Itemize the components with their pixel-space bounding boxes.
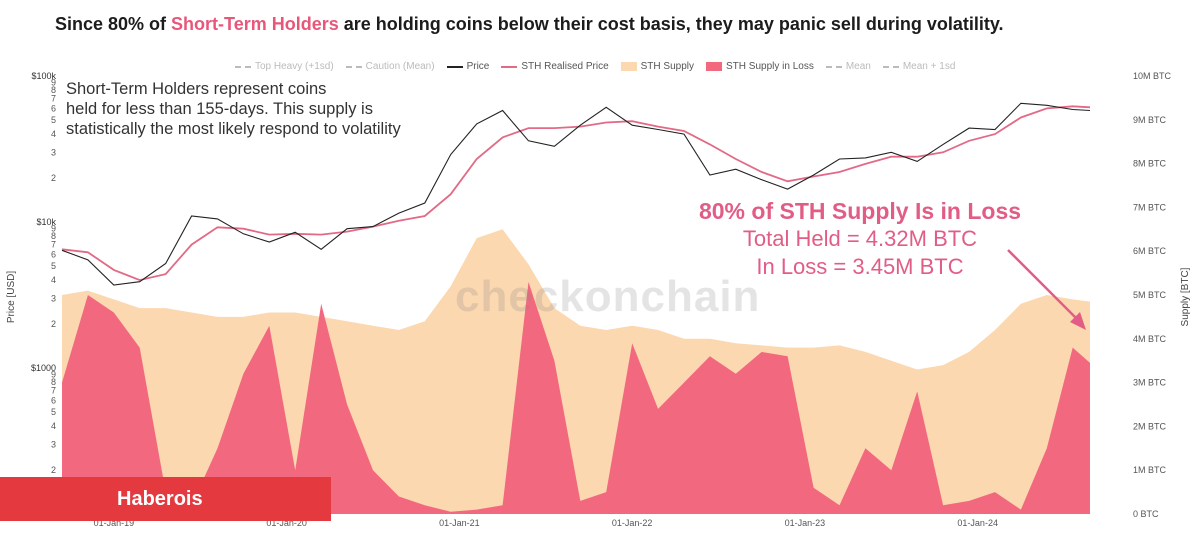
callout-in-loss: In Loss = 3.45M BTC bbox=[756, 254, 964, 279]
right-tick: 1M BTC bbox=[1133, 465, 1167, 475]
left-tick-minor: 3 bbox=[51, 439, 56, 449]
banner-label: Haberois bbox=[117, 487, 203, 510]
chart-legend: Top Heavy (+1sd) Caution (Mean) Price ST… bbox=[235, 61, 955, 72]
left-tick-minor: 9 bbox=[51, 370, 56, 380]
legend-swatch bbox=[345, 65, 362, 68]
right-tick: 7M BTC bbox=[1133, 202, 1167, 212]
annotation-note: Short-Term Holders represent coins held … bbox=[66, 79, 466, 139]
left-tick-minor: 7 bbox=[51, 386, 56, 396]
left-tick-major: $1000 bbox=[31, 363, 56, 373]
legend-item-price[interactable]: Price bbox=[446, 61, 489, 72]
x-tick: 01-Jan-20 bbox=[266, 518, 307, 528]
callout-arrow bbox=[1007, 249, 1086, 330]
right-tick: 8M BTC bbox=[1133, 159, 1167, 169]
x-axis-ticks: 01-Jan-19 01-Jan-20 01-Jan-21 01-Jan-22 01-J… bbox=[94, 518, 998, 528]
x-tick: 01-Jan-23 bbox=[785, 518, 826, 528]
left-tick-minor: 8 bbox=[51, 85, 56, 95]
price-lines bbox=[61, 102, 1091, 286]
right-tick: 0 BTC bbox=[1133, 509, 1159, 519]
callout-total-held: Total Held = 4.32M BTC bbox=[742, 226, 978, 251]
right-tick: 3M BTC bbox=[1133, 378, 1167, 388]
legend-swatch bbox=[235, 65, 251, 68]
watermark: checkonchain bbox=[455, 272, 761, 321]
left-tick-minor: 5 bbox=[51, 407, 56, 417]
legend-item-top-heavy[interactable]: Top Heavy (+1sd) bbox=[235, 61, 334, 72]
left-tick-minor: 7 bbox=[51, 240, 56, 250]
legend-swatch bbox=[706, 62, 722, 71]
left-axis-title: Price [USD] bbox=[6, 271, 17, 323]
series-sth-in-loss-area bbox=[62, 281, 1090, 514]
left-tick-minor: 9 bbox=[51, 78, 56, 88]
left-tick-major: $100k bbox=[31, 71, 56, 81]
x-tick: 01-Jan-21 bbox=[439, 518, 480, 528]
headline-highlight: Short-Term Holders bbox=[171, 14, 339, 34]
left-tick-minor: 4 bbox=[51, 129, 56, 139]
left-tick-minor: 2 bbox=[51, 173, 56, 183]
legend-item-realised-price[interactable]: STH Realised Price bbox=[501, 61, 609, 72]
right-tick: 5M BTC bbox=[1133, 290, 1167, 300]
left-tick-minor: 3 bbox=[51, 293, 56, 303]
right-tick: 10M BTC bbox=[1133, 71, 1172, 81]
legend-item-mean-1sd[interactable]: Mean + 1sd bbox=[882, 61, 955, 72]
legend-swatch bbox=[446, 65, 463, 68]
left-tick-minor: 8 bbox=[51, 377, 56, 387]
legend-item-caution[interactable]: Caution (Mean) bbox=[345, 61, 435, 72]
headline-prefix: Since 80% of bbox=[55, 14, 172, 34]
right-tick: 6M BTC bbox=[1133, 246, 1167, 256]
note-line: Short-Term Holders represent coins bbox=[66, 80, 327, 98]
legend-swatch bbox=[882, 65, 899, 68]
left-axis-ticks: $100$1000$10k$100k2345678923456789234567… bbox=[31, 71, 57, 519]
x-tick: 01-Jan-22 bbox=[612, 518, 653, 528]
left-tick-minor: 6 bbox=[51, 249, 56, 259]
legend-swatch bbox=[620, 62, 637, 71]
left-tick-minor: 9 bbox=[51, 224, 56, 234]
note-line: held for less than 155-days. This supply… bbox=[66, 100, 373, 118]
series-price-line bbox=[61, 102, 1091, 286]
left-tick-minor: 7 bbox=[51, 94, 56, 104]
callout-title: 80% of STH Supply Is in Loss bbox=[698, 198, 1022, 224]
left-tick-minor: 5 bbox=[51, 261, 56, 271]
legend-swatch bbox=[825, 65, 842, 68]
left-tick-major: $10k bbox=[36, 217, 56, 227]
x-tick: 01-Jan-19 bbox=[94, 518, 135, 528]
x-tick: 01-Jan-24 bbox=[957, 518, 998, 528]
right-axis-title: Supply [BTC] bbox=[1180, 267, 1191, 326]
left-tick-minor: 5 bbox=[51, 115, 56, 125]
right-tick: 4M BTC bbox=[1133, 334, 1167, 344]
left-tick-minor: 2 bbox=[51, 465, 56, 475]
right-axis-ticks: 0 BTC 1M BTC 2M BTC 3M BTC 4M BTC 5M BTC 6M BT… bbox=[1133, 71, 1172, 519]
left-tick-minor: 4 bbox=[51, 421, 56, 431]
left-tick-minor: 6 bbox=[51, 395, 56, 405]
supply-areas bbox=[62, 229, 1090, 515]
legend-item-sth-supply[interactable]: STH Supply bbox=[620, 61, 694, 72]
legend-item-sth-in-loss[interactable]: STH Supply in Loss bbox=[706, 61, 814, 72]
headline: Since 80% of Short-Term Holders are hold… bbox=[55, 14, 1004, 35]
headline-suffix: are holding coins below their cost basis… bbox=[338, 14, 1004, 34]
left-tick-minor: 2 bbox=[51, 319, 56, 329]
left-tick-minor: 6 bbox=[51, 103, 56, 113]
left-tick-minor: 8 bbox=[51, 231, 56, 241]
right-tick: 9M BTC bbox=[1133, 115, 1167, 125]
legend-item-mean[interactable]: Mean bbox=[825, 61, 871, 72]
brand-banner[interactable]: Haberois bbox=[0, 477, 331, 521]
right-tick: 2M BTC bbox=[1133, 421, 1167, 431]
note-line: statistically the most likely respond to… bbox=[66, 120, 401, 138]
legend-swatch bbox=[501, 65, 518, 68]
loss-callout: 80% of STH Supply Is in Loss Total Held … bbox=[640, 198, 1080, 281]
left-tick-minor: 4 bbox=[51, 275, 56, 285]
left-tick-minor: 3 bbox=[51, 147, 56, 157]
